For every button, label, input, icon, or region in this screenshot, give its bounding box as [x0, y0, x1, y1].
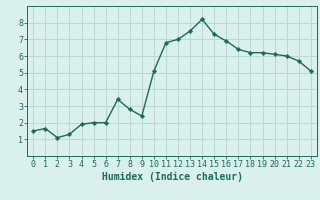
- X-axis label: Humidex (Indice chaleur): Humidex (Indice chaleur): [101, 172, 243, 182]
